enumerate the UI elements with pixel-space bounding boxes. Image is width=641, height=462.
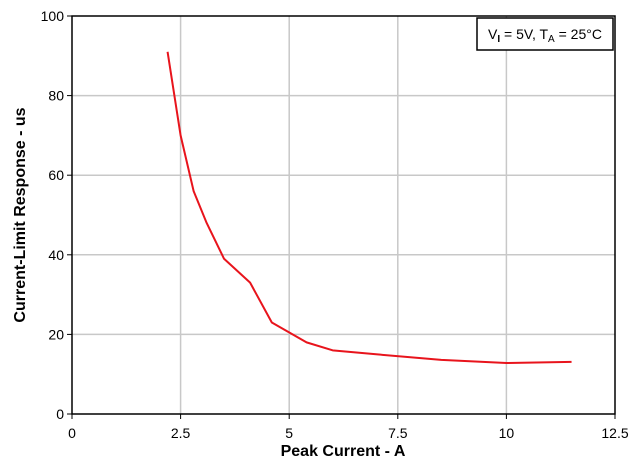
legend-box: VI = 5V, TA = 25°C (476, 17, 614, 51)
x-axis-ticks: 0 2.5 5 7.5 10 12.5 (68, 414, 629, 441)
legend-v-sub: I (497, 34, 500, 45)
x-tick-label: 7.5 (388, 425, 408, 441)
x-axis-title: Peak Current - A (281, 443, 406, 460)
series-line-1 (166, 51, 572, 365)
grid (72, 16, 615, 414)
legend-frame (476, 17, 614, 51)
legend-t-sub: A (548, 34, 555, 45)
x-tick-label: 10 (499, 425, 515, 441)
plot-frame (71, 15, 616, 415)
legend-v-rest: = 5V, T (500, 26, 548, 42)
y-tick-label: 40 (48, 247, 64, 263)
legend-v-main: V (488, 26, 498, 42)
plot-background (72, 16, 615, 414)
legend-t-rest: = 25°C (555, 26, 602, 42)
y-tick-label: 20 (48, 326, 64, 342)
x-tick-label: 0 (68, 425, 76, 441)
y-axis-ticks: 0 20 40 60 80 100 (41, 8, 72, 422)
y-tick-label: 100 (41, 8, 65, 24)
y-tick-label: 0 (56, 406, 64, 422)
legend-text: VI = 5V, TA = 25°C (488, 26, 602, 45)
y-axis-title: Current-Limit Response - us (12, 107, 29, 322)
series-group (166, 51, 572, 365)
y-tick-label: 80 (48, 88, 64, 104)
x-tick-label: 12.5 (601, 425, 628, 441)
y-tick-label: 60 (48, 167, 64, 183)
x-tick-label: 2.5 (171, 425, 191, 441)
x-tick-label: 5 (285, 425, 293, 441)
